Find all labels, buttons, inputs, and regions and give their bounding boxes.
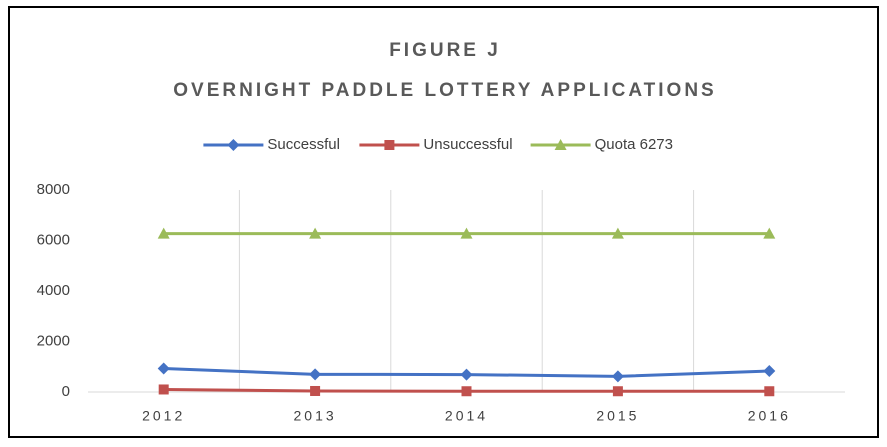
y-tick-label: 8000	[37, 181, 70, 198]
data-point	[158, 384, 169, 395]
legend-marker	[554, 139, 567, 150]
chart-title: FIGURE J	[389, 40, 501, 61]
x-tick-label: 2013	[294, 408, 337, 424]
y-tick-label: 2000	[37, 332, 70, 349]
data-point	[763, 365, 776, 378]
data-point	[461, 386, 472, 397]
data-point	[611, 227, 624, 239]
x-tick-label: 2015	[596, 408, 639, 424]
data-point	[460, 227, 473, 239]
legend-label: Unsuccessful	[423, 136, 512, 153]
data-point	[309, 227, 322, 239]
data-point	[612, 386, 623, 397]
y-tick-label: 4000	[37, 282, 70, 299]
legend-label: Quota 6273	[595, 136, 673, 153]
data-point	[764, 386, 775, 397]
data-point	[611, 370, 624, 383]
chart-subtitle: OVERNIGHT PADDLE LOTTERY APPLICATIONS	[173, 80, 716, 101]
legend-marker	[227, 139, 240, 151]
x-tick-label: 2012	[142, 408, 185, 424]
data-point	[157, 362, 170, 375]
data-point	[310, 385, 321, 396]
data-point	[763, 227, 776, 239]
chart-border	[8, 6, 879, 438]
x-tick-label: 2014	[445, 408, 488, 424]
legend-marker	[384, 140, 395, 150]
data-point	[460, 368, 473, 381]
data-point	[309, 368, 322, 381]
x-tick-label: 2016	[748, 408, 791, 424]
data-point	[157, 227, 170, 239]
y-tick-label: 6000	[37, 231, 70, 248]
legend-label: Successful	[267, 136, 340, 153]
y-tick-label: 0	[62, 383, 70, 400]
